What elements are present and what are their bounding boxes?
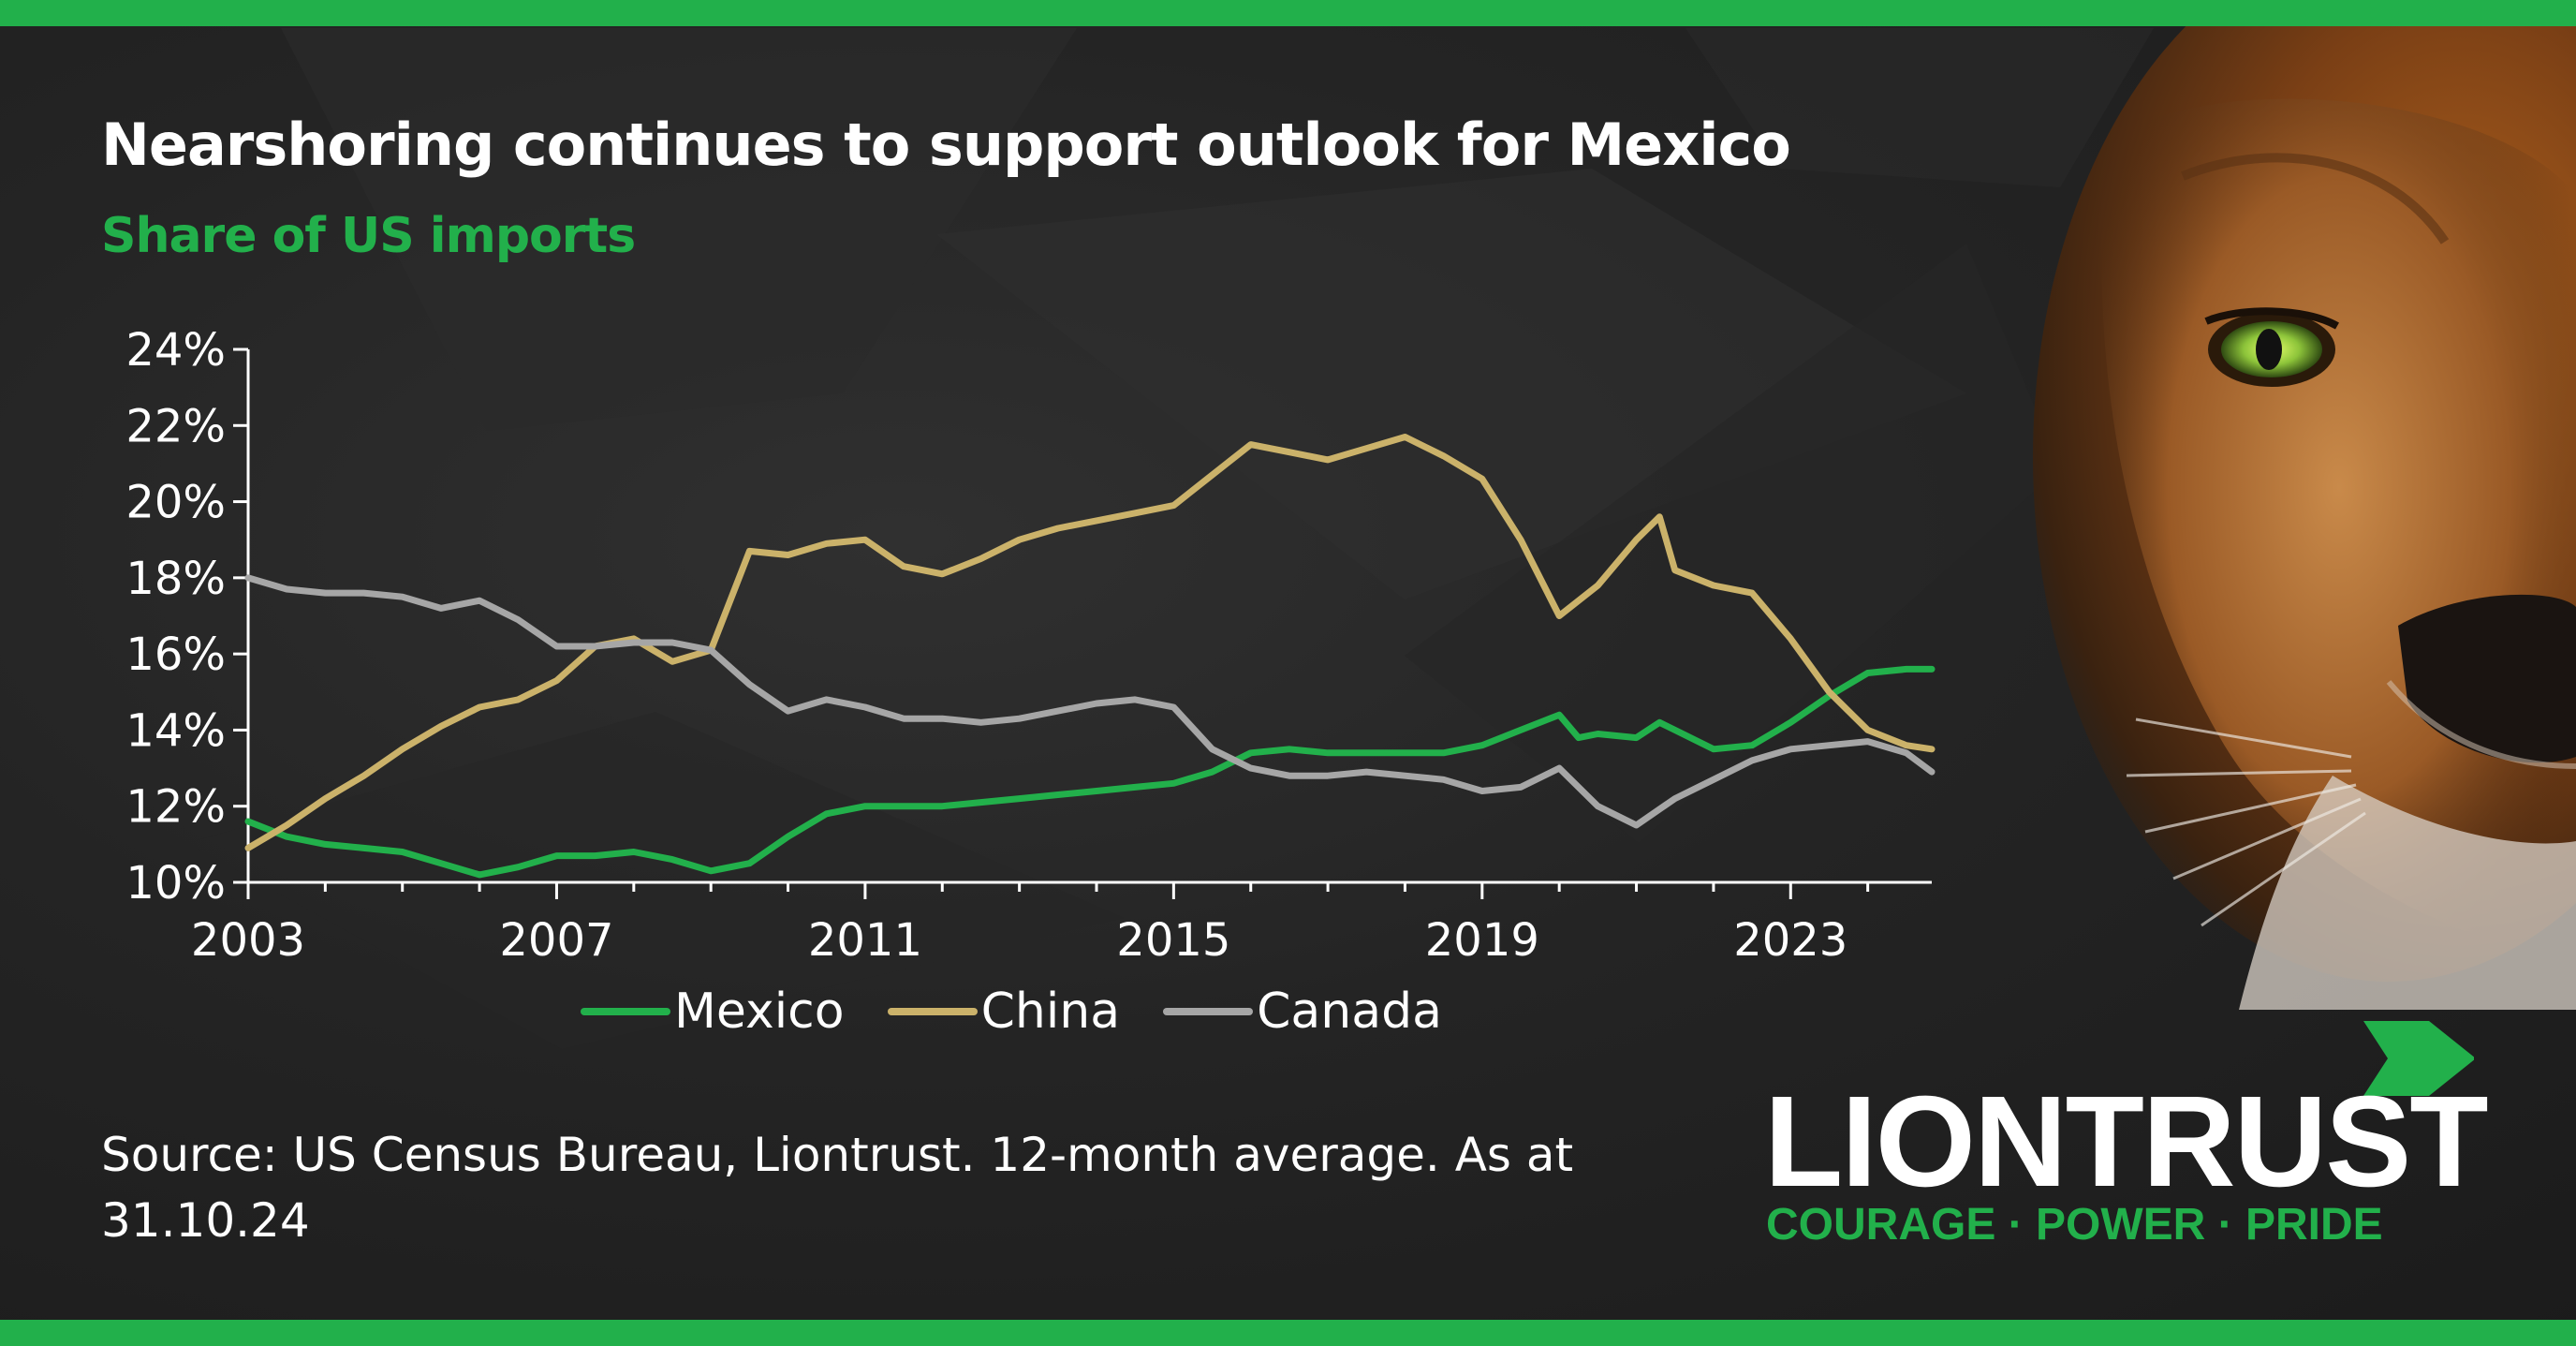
legend-item-china: China <box>887 984 1121 1040</box>
y-tick-label: 10% <box>125 857 226 910</box>
x-tick-label: 2019 <box>1425 914 1539 967</box>
brand-tagline: COURAGE · POWER · PRIDE <box>1766 1200 2383 1250</box>
legend-swatch-canada <box>1163 1008 1254 1015</box>
x-tick-label: 2011 <box>808 914 922 967</box>
chart-legend: Mexico China Canada <box>581 982 1485 1042</box>
chart-title: Nearshoring continues to support outlook… <box>101 111 1791 179</box>
chart-subtitle: Share of US imports <box>101 208 636 264</box>
brand-logo: LIONTRUST <box>1764 1070 2489 1214</box>
y-tick-label: 22% <box>125 400 226 452</box>
chevron-right-icon <box>2363 1021 2474 1096</box>
y-tick-label: 12% <box>125 781 226 834</box>
source-note: Source: US Census Bureau, Liontrust. 12-… <box>101 1128 1574 1248</box>
y-tick-label: 24% <box>125 324 226 377</box>
legend-label-china: China <box>980 984 1121 1040</box>
y-tick-label: 18% <box>125 553 226 605</box>
x-tick-label: 2015 <box>1116 914 1230 967</box>
legend-item-canada: Canada <box>1163 984 1442 1040</box>
y-tick-label: 16% <box>125 629 226 681</box>
legend-swatch-mexico <box>581 1008 670 1015</box>
series-line-mexico <box>244 665 1936 879</box>
y-tick-label: 20% <box>125 477 226 529</box>
lion-image <box>2033 26 2576 1010</box>
legend-item-mexico: Mexico <box>581 984 845 1040</box>
series-line-canada <box>244 574 1936 829</box>
x-tick-label: 2007 <box>499 914 613 967</box>
bottom-accent-bar <box>0 1320 2576 1346</box>
x-tick-label: 2003 <box>191 914 305 967</box>
top-accent-bar <box>0 0 2576 26</box>
legend-swatch-china <box>887 1008 978 1015</box>
legend-label-mexico: Mexico <box>674 984 845 1040</box>
x-tick-label: 2023 <box>1733 914 1847 967</box>
legend-label-canada: Canada <box>1257 984 1442 1040</box>
series-line-china <box>244 434 1936 851</box>
y-tick-label: 14% <box>125 704 226 757</box>
